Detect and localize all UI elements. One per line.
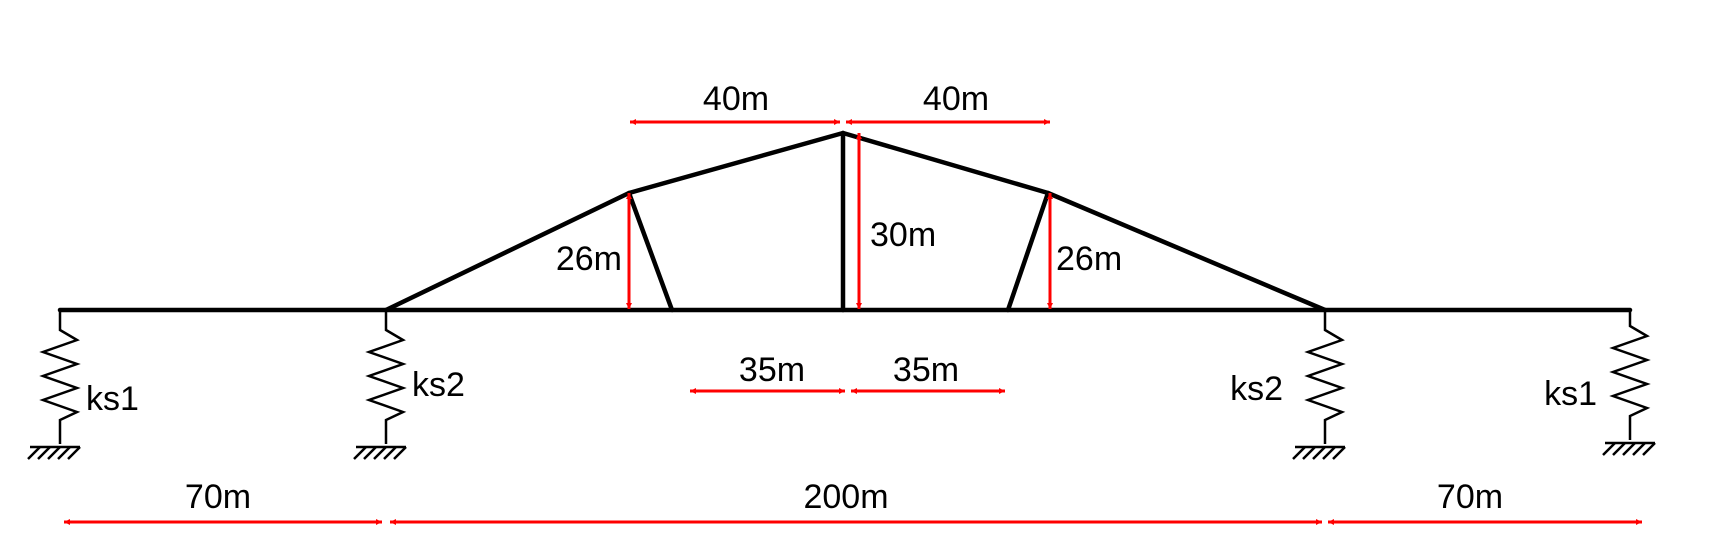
truss-right-diagonal — [1005, 190, 1051, 313]
label-top-right: 40m — [923, 80, 989, 118]
truss-left-diagonal — [626, 190, 675, 313]
label-bottom-left: 70m — [185, 478, 251, 516]
label-spring-right-outer: ks1 — [1544, 375, 1597, 413]
label-mid-right: 35m — [893, 351, 959, 389]
spring-left-inner — [353, 310, 407, 460]
label-top-left: 40m — [703, 80, 769, 118]
label-spring-left-outer: ks1 — [86, 380, 139, 418]
label-spring-right-inner: ks2 — [1230, 370, 1283, 408]
spring-left-outer — [27, 310, 81, 460]
label-left-vertical: 26m — [556, 240, 622, 278]
label-right-vertical: 26m — [1056, 240, 1122, 278]
label-mid-left: 35m — [739, 351, 805, 389]
label-center-vertical: 30m — [870, 216, 936, 254]
spring-right-inner — [1292, 310, 1346, 460]
spring-right-outer — [1602, 310, 1656, 456]
label-bottom-center: 200m — [803, 478, 888, 516]
label-bottom-right: 70m — [1437, 478, 1503, 516]
truss-top-chord — [383, 130, 1328, 313]
label-spring-left-inner: ks2 — [412, 366, 465, 404]
